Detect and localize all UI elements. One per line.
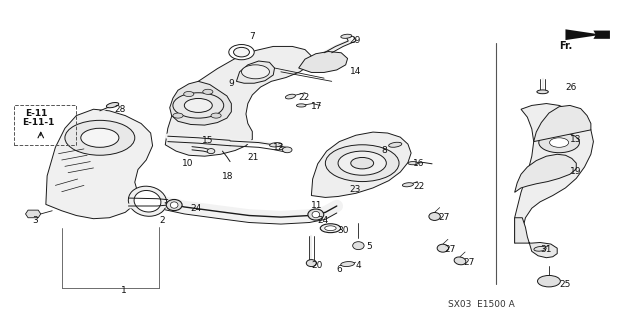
Text: 31: 31 xyxy=(540,245,552,254)
Circle shape xyxy=(173,113,183,118)
Polygon shape xyxy=(515,218,557,258)
Circle shape xyxy=(325,145,399,181)
Text: 20: 20 xyxy=(311,261,323,270)
Text: 21: 21 xyxy=(248,153,259,162)
Text: 2: 2 xyxy=(159,216,165,225)
Circle shape xyxy=(203,89,213,94)
Circle shape xyxy=(351,157,374,169)
Ellipse shape xyxy=(234,47,249,57)
Text: 26: 26 xyxy=(565,83,577,92)
Circle shape xyxy=(65,120,135,155)
Ellipse shape xyxy=(229,44,254,60)
Ellipse shape xyxy=(403,183,413,187)
Ellipse shape xyxy=(537,90,548,94)
Polygon shape xyxy=(237,61,274,83)
Ellipse shape xyxy=(341,34,352,38)
Text: SX03  E1500 A: SX03 E1500 A xyxy=(448,300,514,309)
Polygon shape xyxy=(565,29,610,40)
Ellipse shape xyxy=(170,202,178,208)
Circle shape xyxy=(184,92,194,97)
Text: 13: 13 xyxy=(570,135,581,144)
Polygon shape xyxy=(515,104,593,243)
Ellipse shape xyxy=(312,212,320,218)
Polygon shape xyxy=(311,132,411,197)
Text: 10: 10 xyxy=(182,159,194,168)
Ellipse shape xyxy=(534,246,546,251)
Polygon shape xyxy=(26,210,41,218)
Ellipse shape xyxy=(341,261,355,267)
Text: 24: 24 xyxy=(318,216,329,225)
Ellipse shape xyxy=(167,199,182,211)
Polygon shape xyxy=(46,109,152,219)
Ellipse shape xyxy=(134,190,161,212)
Polygon shape xyxy=(515,154,576,192)
Circle shape xyxy=(549,138,568,147)
Ellipse shape xyxy=(437,244,449,252)
Ellipse shape xyxy=(353,242,364,250)
Circle shape xyxy=(538,276,560,287)
Ellipse shape xyxy=(285,94,295,99)
Circle shape xyxy=(242,65,269,79)
Text: E-11: E-11 xyxy=(26,108,48,117)
Text: 3: 3 xyxy=(32,216,38,225)
Text: 15: 15 xyxy=(202,136,213,146)
Circle shape xyxy=(184,99,212,112)
Ellipse shape xyxy=(107,102,119,108)
Ellipse shape xyxy=(128,186,167,216)
Text: 18: 18 xyxy=(223,172,234,181)
Ellipse shape xyxy=(429,212,440,220)
Text: 22: 22 xyxy=(299,93,310,102)
Circle shape xyxy=(211,113,221,118)
Ellipse shape xyxy=(297,104,306,107)
Circle shape xyxy=(538,132,579,153)
Text: 30: 30 xyxy=(337,226,348,235)
Ellipse shape xyxy=(270,143,282,147)
Ellipse shape xyxy=(320,224,341,233)
Ellipse shape xyxy=(283,147,292,153)
Text: E-11-1: E-11-1 xyxy=(22,118,54,127)
Text: 8: 8 xyxy=(382,146,387,155)
Circle shape xyxy=(81,128,119,147)
Text: 22: 22 xyxy=(413,181,424,190)
Circle shape xyxy=(338,151,387,175)
Text: 16: 16 xyxy=(413,159,424,168)
Circle shape xyxy=(173,93,224,118)
Text: 11: 11 xyxy=(311,202,323,211)
Ellipse shape xyxy=(308,209,323,220)
Text: 27: 27 xyxy=(438,213,450,222)
Text: 27: 27 xyxy=(445,245,456,254)
Text: 29: 29 xyxy=(350,36,361,44)
Text: 19: 19 xyxy=(570,167,581,176)
Text: 4: 4 xyxy=(356,261,362,270)
Text: 14: 14 xyxy=(350,67,361,76)
Text: 6: 6 xyxy=(337,265,343,274)
Ellipse shape xyxy=(306,260,316,267)
Polygon shape xyxy=(165,46,311,156)
Text: 24: 24 xyxy=(191,204,202,213)
Ellipse shape xyxy=(207,148,215,154)
Polygon shape xyxy=(534,105,591,142)
Text: 25: 25 xyxy=(559,280,570,289)
Text: 9: 9 xyxy=(229,79,235,88)
Ellipse shape xyxy=(454,257,466,265)
Ellipse shape xyxy=(408,162,418,165)
Polygon shape xyxy=(299,52,348,72)
Text: 12: 12 xyxy=(273,143,285,152)
Text: 7: 7 xyxy=(249,32,255,41)
Text: 1: 1 xyxy=(121,286,126,295)
Text: Fr.: Fr. xyxy=(559,41,572,51)
Ellipse shape xyxy=(389,142,402,147)
Text: 27: 27 xyxy=(464,258,475,267)
Text: 23: 23 xyxy=(350,185,361,194)
Text: 5: 5 xyxy=(367,242,373,251)
Text: 28: 28 xyxy=(114,105,126,114)
Text: 17: 17 xyxy=(311,102,323,111)
Polygon shape xyxy=(170,81,232,125)
Ellipse shape xyxy=(325,226,336,231)
